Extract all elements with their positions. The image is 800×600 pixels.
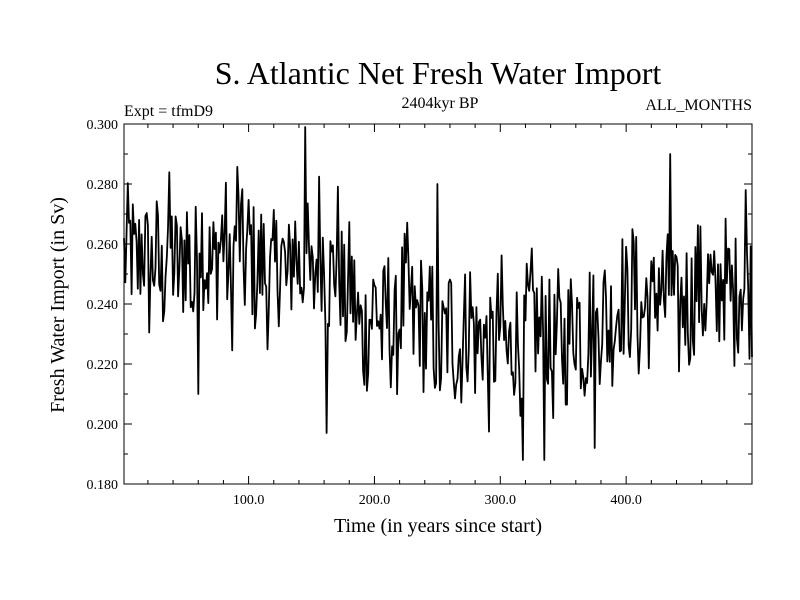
y-tick-label: 0.300: [87, 118, 119, 133]
y-tick-label: 0.260: [87, 238, 119, 253]
experiment-label: Expt = tfmD9: [124, 103, 213, 120]
y-tick-label: 0.240: [87, 298, 119, 313]
y-tick-label: 0.180: [87, 478, 119, 493]
months-label: ALL_MONTHS: [645, 97, 752, 114]
y-axis-label: Fresh Water Import (in Sv): [47, 197, 69, 413]
axis-ticks: 0.180 0.200 0.220 0.240 0.260 0.280 0.300 100.0…: [87, 118, 752, 508]
y-tick-label: 0.200: [87, 418, 119, 433]
x-tick-label: 200.0: [359, 493, 391, 508]
x-tick-label: 300.0: [485, 493, 517, 508]
series-line-fresh-water-import: [123, 126, 753, 461]
x-axis-label: Time (in years since start): [334, 515, 542, 537]
chart-title: S. Atlantic Net Fresh Water Import: [215, 55, 662, 91]
chart-subtitle: 2404kyr BP: [402, 95, 479, 112]
x-tick-label: 100.0: [233, 493, 265, 508]
x-tick-label: 400.0: [610, 493, 642, 508]
plot-area: [123, 123, 753, 485]
y-tick-label: 0.220: [87, 358, 119, 373]
y-tick-label: 0.280: [87, 178, 119, 193]
